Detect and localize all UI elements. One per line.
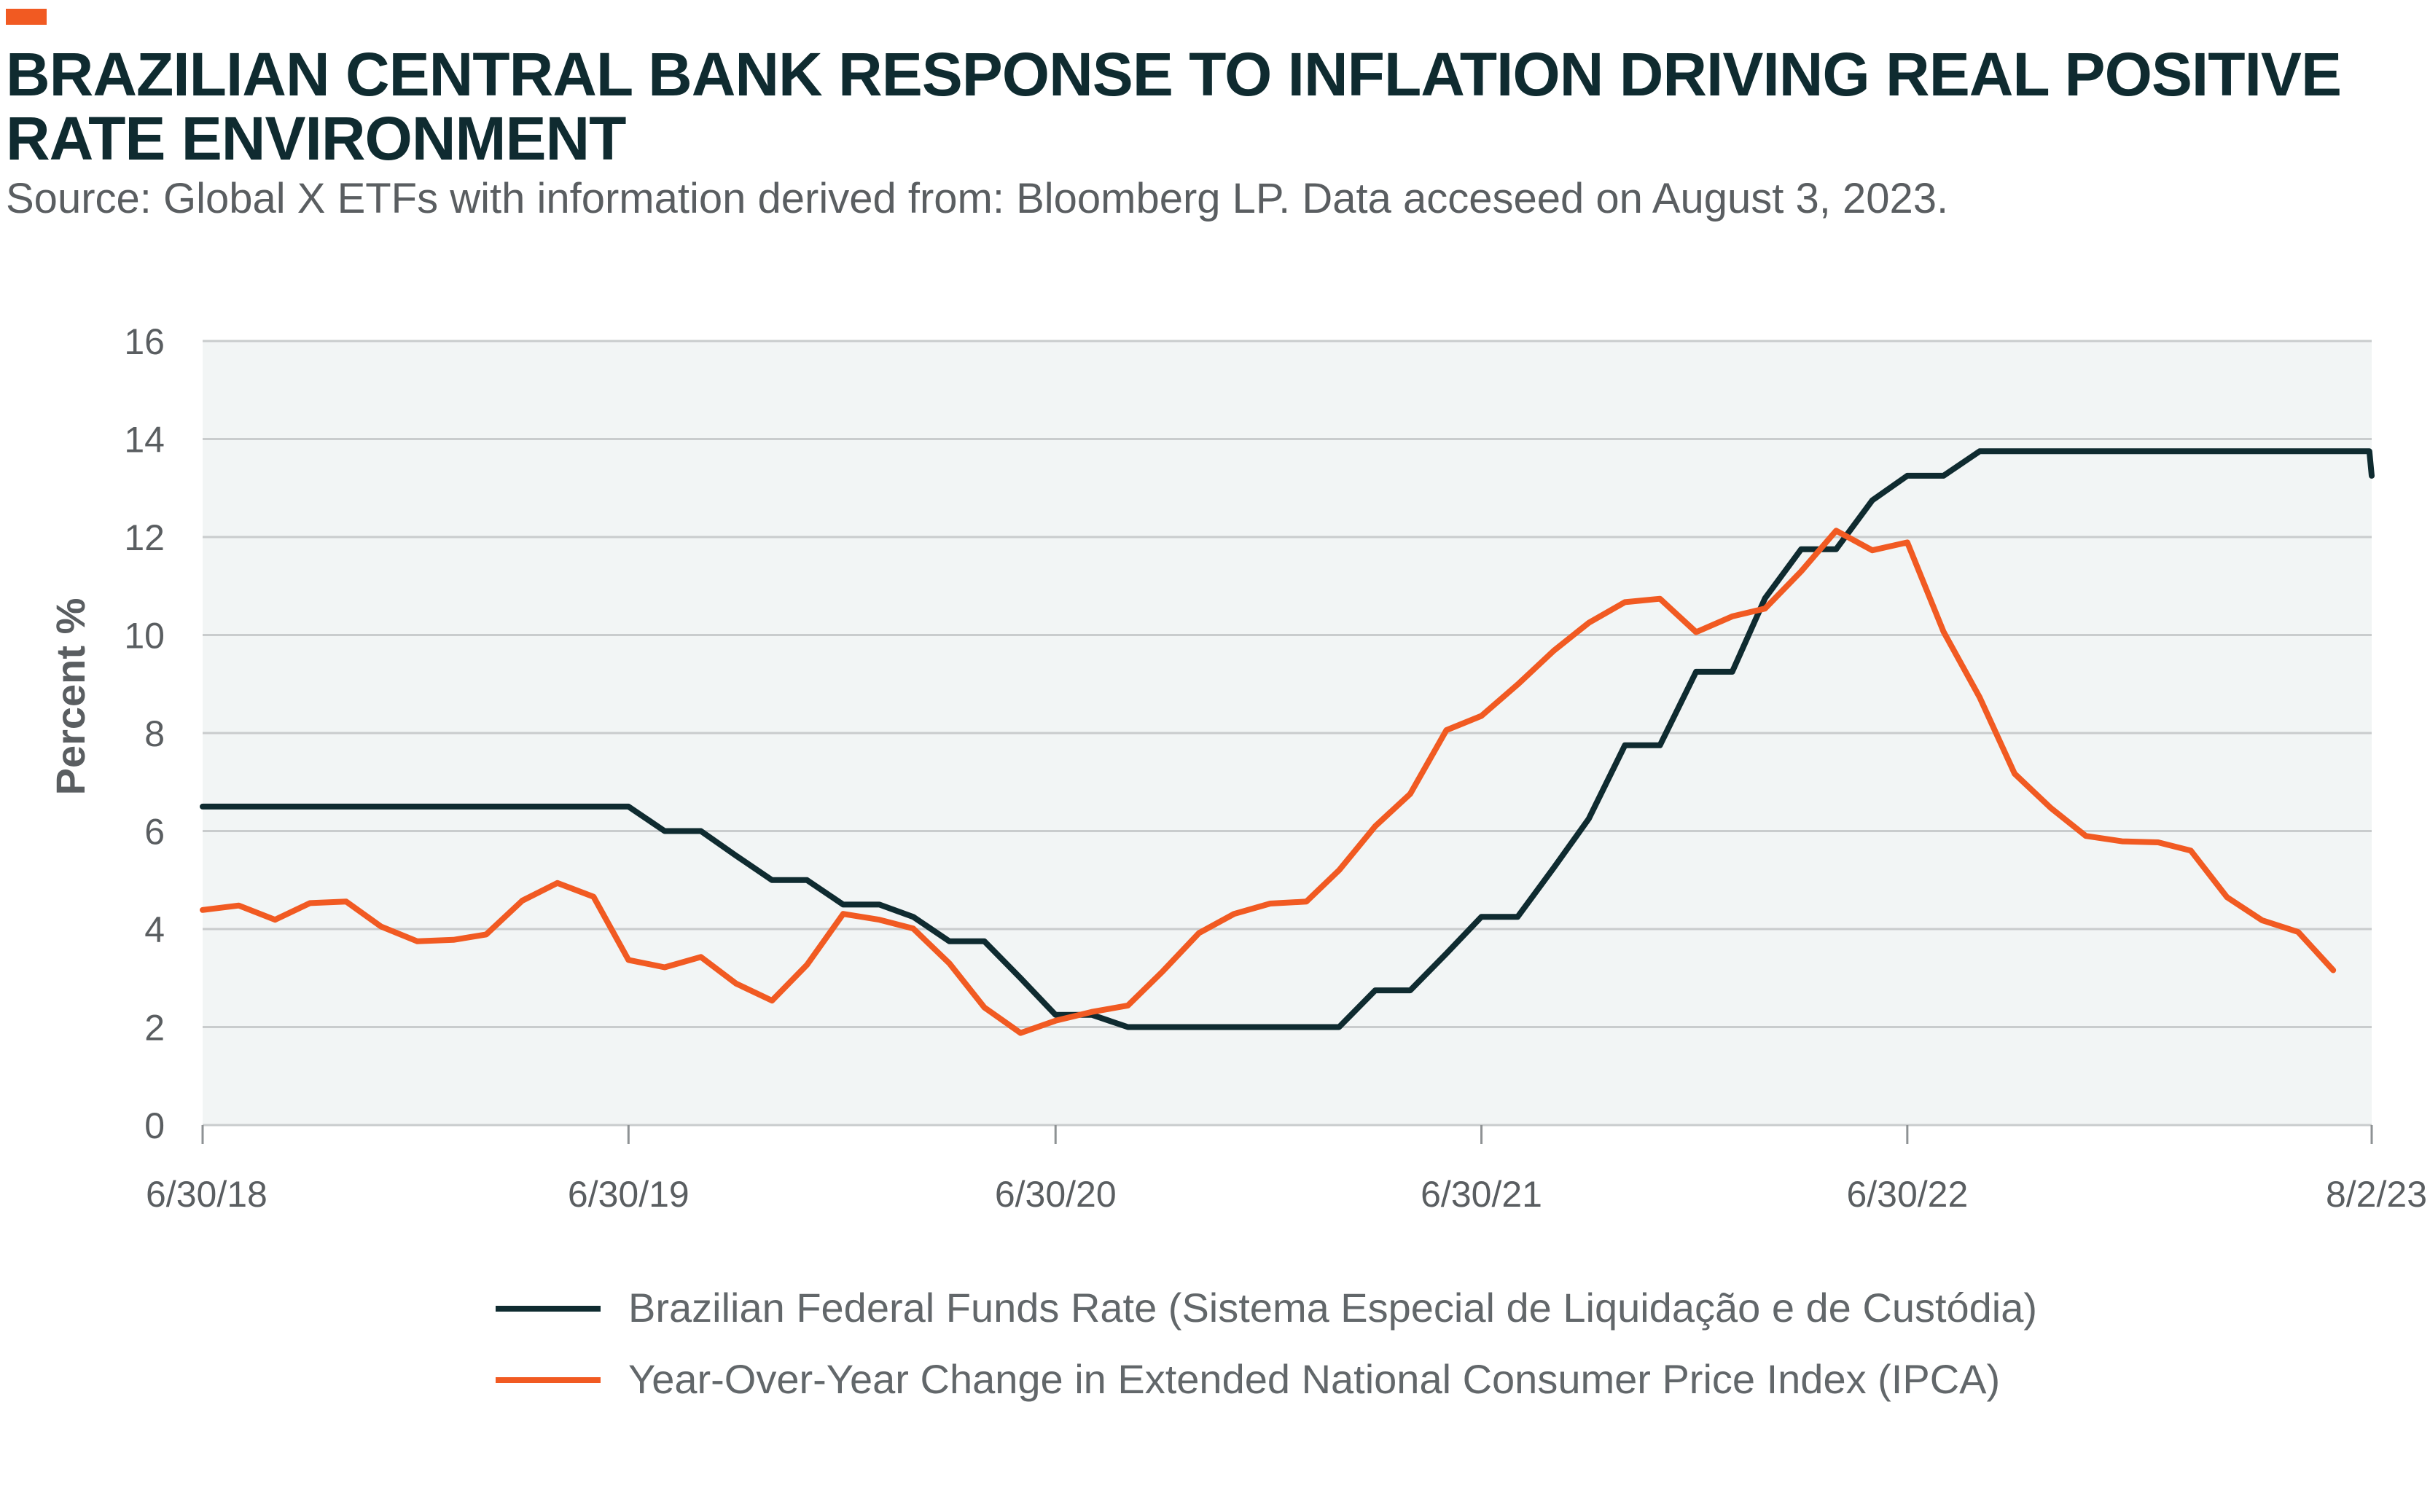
line-chart: 0 2 4 6 8 10 12 14 16 6/30/18 6/30/19 6/30/20 6/30/2… [47,321,2427,1215]
y-tick-label-0: 0 [144,1105,165,1146]
gridlines [203,340,2372,1028]
y-tick-label-16: 16 [124,321,165,362]
y-axis-label: Percent % [47,598,93,796]
y-tick-label-4: 4 [144,909,165,950]
y-tick-label-6: 6 [144,812,165,853]
series-line-1 [200,528,2337,1036]
y-tick-label-14: 14 [124,420,165,461]
axes: 0 2 4 6 8 10 12 14 16 6/30/18 6/30/19 6/30/20 6/30/2… [124,321,2427,1215]
chart-title: BRAZILIAN CENTRAL BANK RESPONSE TO INFLA… [6,40,2342,173]
x-tick-label-5: 8/2/23 [2326,1174,2427,1215]
y-tick-label-8: 8 [144,713,165,754]
legend-label-ipca: Year-Over-Year Change in Extended Nation… [628,1356,2001,1402]
series-line-0 [200,448,2375,1030]
y-tick-label-12: 12 [124,517,165,558]
x-tick-label-3: 6/30/21 [1421,1174,1542,1215]
legend-swatch-ipca [496,1377,601,1383]
legend-label-selic: Brazilian Federal Funds Rate (Sistema Es… [628,1285,2038,1331]
chart-source: Source: Global X ETFs with information d… [6,175,1949,222]
series-lines [200,448,2375,1036]
x-tick-label-2: 6/30/20 [995,1174,1117,1215]
x-tick-label-0: 6/30/18 [146,1174,267,1215]
x-tick-label-4: 6/30/22 [1846,1174,1968,1215]
y-tick-label-10: 10 [124,616,165,657]
x-tick-label-1: 6/30/19 [568,1174,689,1215]
accent-bar [6,9,47,25]
y-tick-label-2: 2 [144,1008,165,1049]
legend-swatch-selic [496,1306,601,1312]
